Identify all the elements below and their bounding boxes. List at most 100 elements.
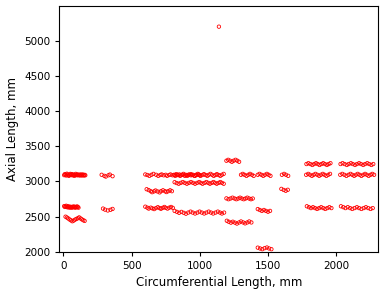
Point — [149, 190, 155, 194]
Point — [63, 204, 69, 209]
Point — [63, 204, 69, 208]
Point — [186, 181, 192, 185]
Point — [244, 220, 250, 225]
Point — [209, 181, 215, 185]
Point — [65, 173, 71, 178]
Point — [328, 161, 334, 165]
Point — [357, 173, 363, 177]
Point — [74, 204, 80, 209]
Point — [157, 206, 163, 210]
Point — [149, 206, 156, 211]
Point — [351, 206, 358, 210]
Point — [233, 197, 240, 201]
Point — [318, 173, 324, 177]
Point — [180, 171, 187, 176]
Point — [64, 171, 70, 176]
Point — [364, 173, 370, 177]
Point — [361, 206, 367, 210]
Point — [267, 173, 273, 178]
Point — [198, 181, 204, 185]
Point — [66, 205, 73, 210]
Point — [62, 172, 68, 176]
Point — [255, 245, 261, 250]
Point — [73, 204, 79, 209]
Point — [189, 173, 195, 177]
Point — [161, 173, 167, 178]
Point — [70, 205, 76, 210]
Point — [221, 210, 227, 215]
Point — [326, 162, 332, 166]
Point — [283, 189, 289, 193]
Point — [314, 206, 320, 211]
Point — [188, 172, 194, 176]
Point — [108, 207, 114, 212]
Point — [230, 195, 236, 200]
Point — [307, 173, 313, 177]
Point — [324, 163, 330, 167]
Point — [313, 161, 319, 165]
Point — [190, 210, 196, 215]
Point — [219, 173, 225, 177]
Point — [204, 173, 210, 178]
Point — [303, 162, 310, 166]
Point — [163, 190, 169, 194]
Point — [66, 205, 72, 209]
Point — [107, 172, 113, 177]
Point — [174, 209, 180, 214]
Point — [72, 173, 78, 177]
Point — [73, 171, 79, 176]
Point — [348, 171, 354, 176]
Point — [78, 216, 84, 221]
Point — [170, 206, 176, 210]
Point — [248, 197, 254, 201]
Point — [241, 197, 247, 201]
Point — [65, 205, 71, 210]
Point — [177, 173, 183, 178]
Point — [328, 206, 334, 210]
Point — [341, 162, 348, 166]
Point — [81, 173, 88, 177]
Point — [72, 205, 78, 210]
Point — [202, 173, 209, 177]
Point — [172, 173, 178, 178]
Point — [205, 173, 212, 177]
Y-axis label: Axial Length, mm: Axial Length, mm — [5, 77, 18, 181]
Point — [207, 181, 213, 186]
Point — [79, 173, 85, 178]
Point — [81, 219, 88, 223]
Point — [192, 211, 198, 216]
X-axis label: Circumferential Length, mm: Circumferential Length, mm — [136, 276, 302, 289]
Point — [159, 172, 165, 177]
Point — [171, 173, 177, 177]
Point — [234, 158, 240, 163]
Point — [76, 173, 82, 177]
Point — [309, 163, 315, 167]
Point — [72, 217, 78, 222]
Point — [164, 206, 170, 211]
Point — [74, 172, 80, 177]
Point — [180, 180, 186, 184]
Point — [175, 173, 181, 177]
Point — [184, 181, 190, 186]
Point — [172, 173, 178, 177]
Point — [194, 210, 200, 215]
Point — [158, 206, 164, 211]
Point — [190, 181, 196, 185]
Point — [345, 173, 351, 177]
Point — [153, 173, 159, 177]
Point — [362, 171, 368, 176]
Point — [257, 208, 263, 212]
Point — [163, 206, 169, 210]
Point — [63, 173, 69, 178]
Point — [75, 172, 81, 177]
Point — [144, 173, 151, 177]
Point — [349, 173, 355, 177]
Point — [229, 159, 235, 164]
Point — [247, 171, 253, 176]
Point — [173, 172, 179, 176]
Point — [194, 173, 200, 177]
Point — [109, 206, 116, 211]
Point — [182, 181, 188, 185]
Point — [151, 171, 157, 176]
Point — [142, 204, 148, 209]
